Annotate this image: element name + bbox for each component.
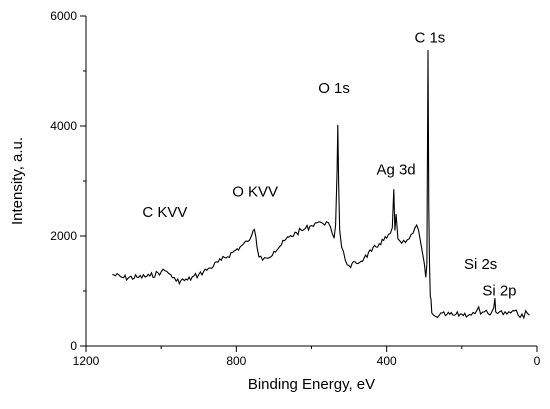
y-tick-label: 0 <box>70 339 77 353</box>
x-tick-label: 400 <box>377 354 397 368</box>
x-axis-title: Binding Energy, eV <box>248 376 375 393</box>
peak-label: Si 2s <box>464 256 497 273</box>
y-tick-label: 4000 <box>50 119 77 133</box>
x-tick-label: 1200 <box>73 354 100 368</box>
peak-annotations: C KVV O KVV O 1s Ag 3d C 1s Si 2s Si 2p <box>142 29 516 299</box>
peak-label: Ag 3d <box>376 161 415 178</box>
plot-axes <box>85 16 537 347</box>
peak-label: C KVV <box>142 204 187 221</box>
peak-label: Si 2p <box>482 282 516 299</box>
y-tick-label: 2000 <box>50 229 77 243</box>
y-tick-label: 6000 <box>50 9 77 23</box>
y-axis-title: Intensity, a.u. <box>9 137 26 225</box>
spectrum-line <box>112 50 530 320</box>
peak-label: O 1s <box>318 80 350 97</box>
peak-label: O KVV <box>232 183 278 200</box>
x-tick-label: 800 <box>226 354 246 368</box>
x-tick-label: 0 <box>534 354 541 368</box>
peak-label: C 1s <box>414 29 445 46</box>
